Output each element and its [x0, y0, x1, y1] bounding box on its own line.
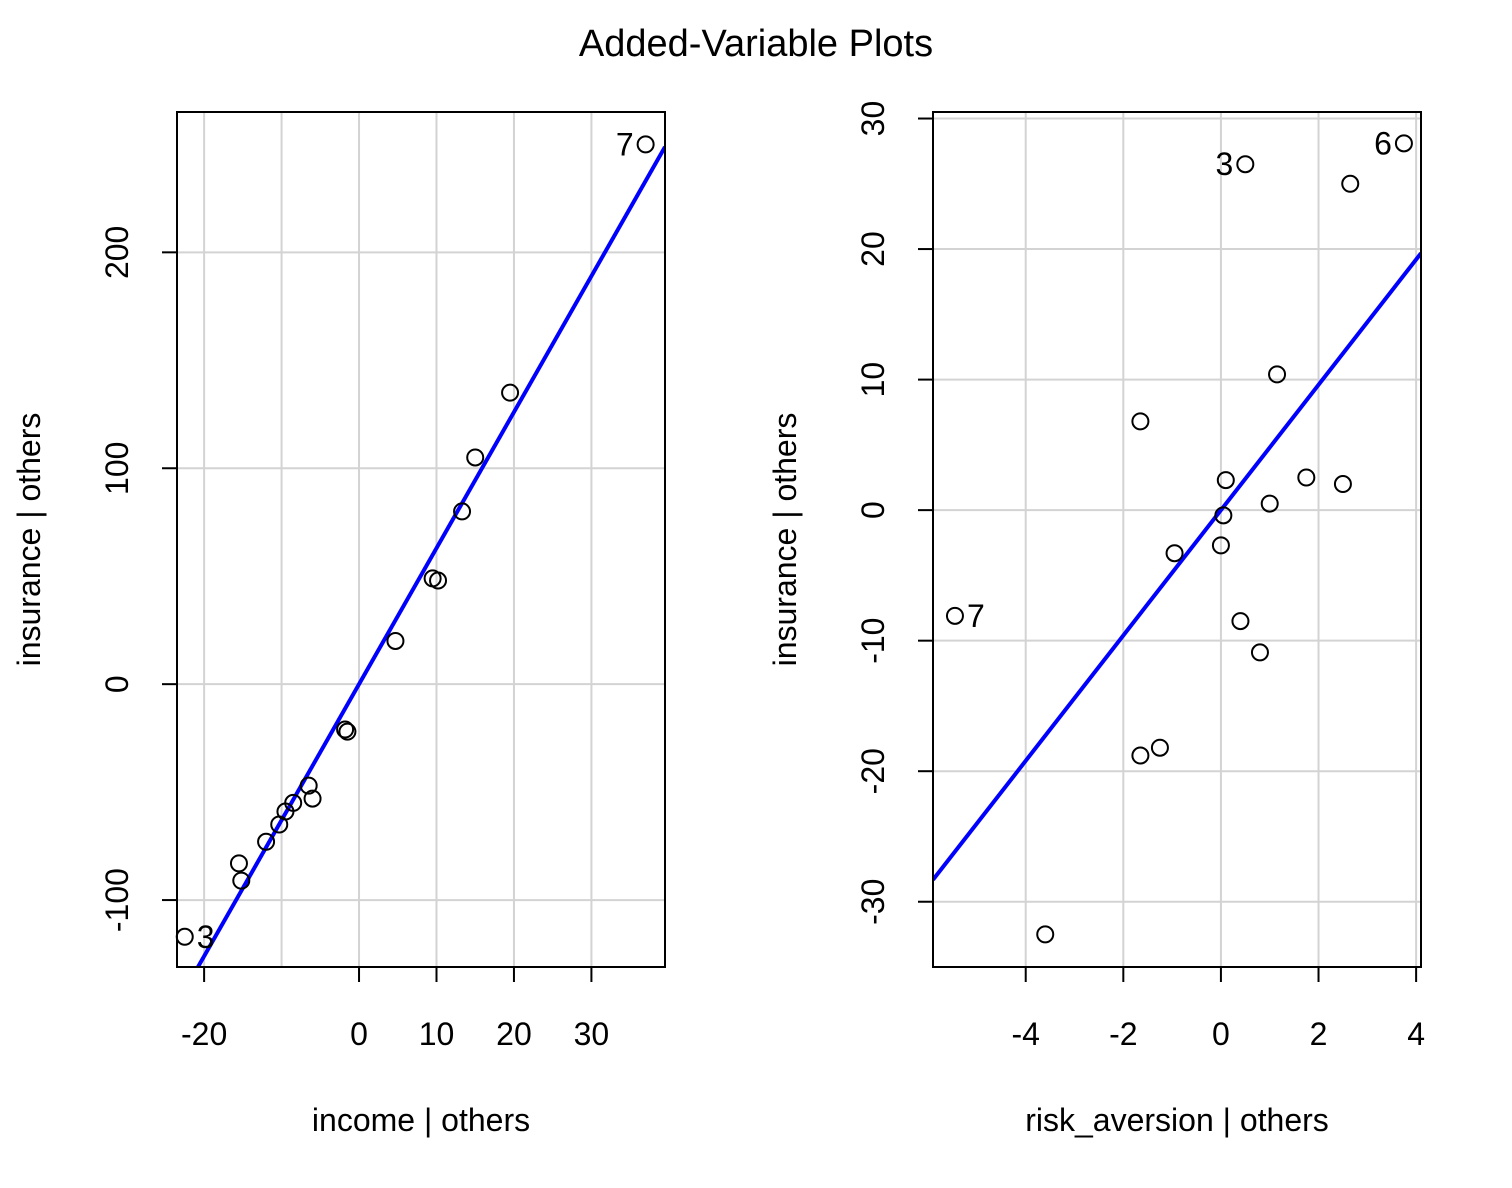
income-data-point — [501, 383, 520, 402]
risk-aversion-y-tick-label: 20 — [855, 231, 891, 267]
income-x-tick-label: 10 — [419, 1016, 455, 1052]
risk-aversion-data-point — [1165, 544, 1184, 563]
risk-aversion-data-point — [1214, 506, 1233, 525]
income-data-point — [636, 135, 655, 154]
risk-aversion-data-point — [1216, 471, 1235, 490]
risk-aversion-data-point — [1260, 494, 1279, 513]
income-data-point — [466, 448, 485, 467]
risk-aversion-y-tick-label: 30 — [855, 101, 891, 137]
income-data-point — [303, 789, 322, 808]
figure-title: Added-Variable Plots — [579, 23, 933, 65]
risk-aversion-x-tick-label: 4 — [1407, 1016, 1425, 1052]
risk-aversion-x-tick-label: 0 — [1212, 1016, 1230, 1052]
risk-aversion-point-label: 7 — [967, 598, 985, 634]
income-x-tick-label: 30 — [574, 1016, 610, 1052]
income-data-point — [336, 720, 355, 739]
risk-aversion-y-axis-label: insurance | others — [767, 413, 803, 667]
income-regression-line — [195, 145, 665, 967]
risk-aversion-x-axis-label: risk_aversion | others — [1025, 1102, 1329, 1138]
income-x-tick-label: 20 — [496, 1016, 532, 1052]
risk-aversion-data-point — [1250, 643, 1269, 662]
income-x-axis-label: income | others — [312, 1102, 530, 1138]
risk-aversion-y-tick-label: 10 — [855, 362, 891, 398]
income-data-point — [299, 776, 318, 795]
income-y-tick-label: 100 — [99, 442, 135, 495]
income-x-tick-label: -20 — [181, 1016, 227, 1052]
panel-risk-aversion: 637-4 -2 0 2 4-30-20-100102030risk_aversion … — [767, 101, 1425, 1138]
income-data-point — [229, 854, 248, 873]
risk-aversion-x-tick-label: -2 — [1109, 1016, 1137, 1052]
income-data-point — [257, 832, 276, 851]
risk-aversion-regression-line — [933, 252, 1421, 882]
risk-aversion-data-point — [1297, 468, 1316, 487]
panel-income: 7 3 -20 0 10 20 30 -100 0 100 200 income | others in… — [11, 111, 666, 1138]
risk-aversion-y-tick-label: -10 — [855, 618, 891, 664]
income-y-tick-label: -100 — [99, 868, 135, 932]
risk-aversion-data-point — [1131, 746, 1150, 765]
income-data-point — [338, 722, 357, 741]
income-data-point — [453, 502, 472, 521]
risk-aversion-point-label: 6 — [1374, 125, 1392, 161]
income-x-tick-label: 0 — [350, 1016, 368, 1052]
risk-aversion-data-point — [1036, 925, 1055, 944]
income-data-point — [386, 631, 405, 650]
risk-aversion-x-tick-label: -4 — [1011, 1016, 1039, 1052]
income-y-tick-label: 200 — [99, 226, 135, 279]
risk-aversion-data-point — [1150, 738, 1169, 757]
risk-aversion-point-label: 3 — [1216, 146, 1234, 182]
risk-aversion-y-tick-label: -20 — [855, 748, 891, 794]
risk-aversion-x-tick-label: 2 — [1310, 1016, 1328, 1052]
risk-aversion-data-point — [1394, 134, 1413, 153]
income-data-point — [232, 871, 251, 890]
risk-aversion-y-tick-label: -30 — [855, 879, 891, 925]
risk-aversion-data-point — [1333, 475, 1352, 494]
income-y-tick-label: 0 — [99, 675, 135, 693]
risk-aversion-data-point — [1268, 365, 1287, 384]
income-y-axis-label: insurance | others — [11, 413, 47, 667]
income-point-label: 7 — [616, 126, 634, 162]
risk-aversion-data-point — [1236, 155, 1255, 174]
income-data-point — [270, 815, 289, 834]
risk-aversion-data-point — [1211, 536, 1230, 555]
income-point-label: 3 — [197, 919, 215, 955]
income-data-point — [429, 571, 448, 590]
risk-aversion-data-point — [1341, 174, 1360, 193]
risk-aversion-y-tick-label: 0 — [855, 501, 891, 519]
risk-aversion-data-point — [1131, 412, 1150, 431]
risk-aversion-data-point — [945, 606, 964, 625]
risk-aversion-data-point — [1231, 612, 1250, 631]
